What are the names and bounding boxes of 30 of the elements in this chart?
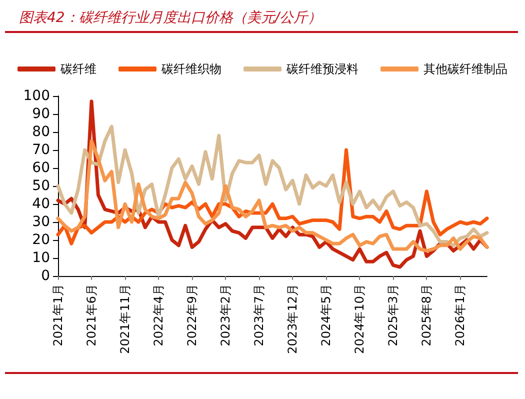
legend-label: 其他碳纤维制品 <box>424 62 508 76</box>
y-tick-label: 0 <box>41 268 50 284</box>
x-tick-label: 2022年4月 <box>152 284 166 346</box>
x-tick-label: 2024年10月 <box>352 284 367 354</box>
x-tick-label: 2023年2月 <box>218 284 233 346</box>
y-tick-label: 100 <box>23 88 50 104</box>
x-tick-label: 2022年9月 <box>185 284 200 346</box>
line-series <box>56 124 489 248</box>
legend-label: 碳纤维预浸料 <box>286 62 358 76</box>
x-tick-label: 2024年5月 <box>319 284 334 346</box>
x-tick-label: 2026年1月 <box>453 284 468 346</box>
x-tick-label: 2023年7月 <box>252 284 266 346</box>
y-tick-label: 90 <box>32 106 50 122</box>
legend-label: 碳纤维织物 <box>160 62 222 76</box>
x-tick-label: 2025年8月 <box>420 284 434 346</box>
x-tick-label: 2023年12月 <box>286 284 300 354</box>
x-tick-label: 2021年11月 <box>118 284 132 354</box>
y-tick-label: 20 <box>32 232 50 248</box>
y-tick-label: 60 <box>32 160 50 176</box>
y-tick-label: 80 <box>32 124 50 140</box>
chart-title: 图表42：碳纤维行业月度出口价格（美元/公斤） <box>19 10 322 26</box>
y-tick-label: 30 <box>32 214 50 230</box>
x-tick-label: 2021年6月 <box>84 284 99 346</box>
x-tick-label: 2021年1月 <box>51 284 65 346</box>
legend-label: 碳纤维 <box>60 62 96 76</box>
y-tick-label: 50 <box>32 178 50 194</box>
y-tick-label: 70 <box>32 142 50 158</box>
x-tick-label: 2025年3月 <box>386 284 400 346</box>
y-tick-label: 10 <box>32 250 50 266</box>
y-tick-label: 40 <box>32 196 50 212</box>
